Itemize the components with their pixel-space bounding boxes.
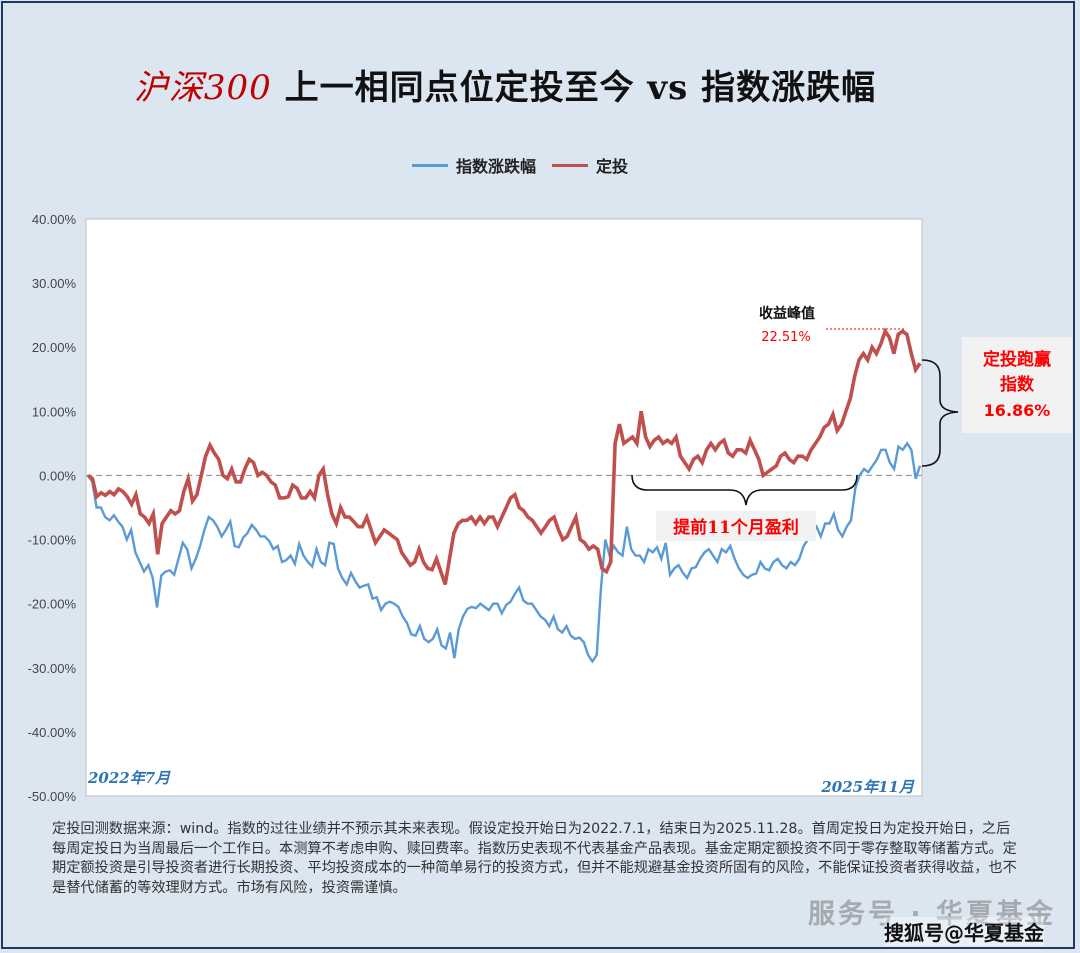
legend-swatch-index bbox=[411, 163, 448, 167]
beat-value: 16.86% bbox=[984, 401, 1051, 420]
beat-box bbox=[962, 337, 1072, 433]
legend-swatch-dca bbox=[552, 163, 588, 167]
y-tick-label: -20.00% bbox=[28, 597, 77, 612]
title-prefix: 沪深300 bbox=[133, 68, 272, 108]
early-profit-box bbox=[656, 511, 816, 541]
beat-brace bbox=[921, 359, 959, 467]
y-tick-label: 40.00% bbox=[32, 212, 77, 227]
y-axis-ticks: 40.00% 30.00% 20.00% 10.00% 0.00% -10.00% -20.… bbox=[28, 212, 77, 804]
watermark-corner: 搜狐号@华夏基金 bbox=[884, 917, 1044, 946]
series-line-dca bbox=[86, 327, 922, 585]
y-tick-label: 30.00% bbox=[32, 276, 77, 291]
watermark: 服务号 · 华夏基金 bbox=[808, 899, 1057, 930]
legend-label-index: 指数涨跌幅 bbox=[455, 157, 536, 176]
y-tick-label: 0.00% bbox=[39, 468, 76, 483]
early-profit-label: 提前11个月盈利 bbox=[673, 517, 799, 538]
x-start-label: 2022年7月 bbox=[87, 769, 171, 787]
footnote: 定投回测数据来源：wind。指数的过往业绩并不预示其未来表现。假设定投开始日为2… bbox=[52, 821, 1017, 896]
legend-item-index: 指数涨跌幅 bbox=[411, 153, 536, 177]
chart-title: 沪深300 上一相同点位定投至今 vs 指数涨跌幅 bbox=[0, 60, 1010, 109]
y-tick-label: 10.00% bbox=[32, 404, 77, 419]
y-tick-label: 20.00% bbox=[32, 340, 77, 355]
legend: 指数涨跌幅 定投 bbox=[0, 153, 1040, 177]
peak-value: 22.51% bbox=[761, 330, 811, 345]
y-tick-label: -50.00% bbox=[28, 789, 77, 804]
plot-area bbox=[85, 218, 923, 797]
x-end-label: 2025年11月 bbox=[820, 778, 915, 796]
legend-label-dca: 定投 bbox=[596, 157, 629, 176]
series-line-index bbox=[86, 441, 922, 664]
y-tick-label: -30.00% bbox=[28, 661, 77, 676]
legend-item-dca: 定投 bbox=[552, 153, 628, 177]
y-tick-label: -10.00% bbox=[28, 533, 77, 548]
beat-line1: 定投跑赢 bbox=[983, 349, 1051, 370]
y-tick-label: -40.00% bbox=[28, 725, 77, 740]
beat-line2: 指数 bbox=[1000, 374, 1035, 395]
early-profit-brace bbox=[631, 474, 858, 506]
title-main: 上一相同点位定投至今 vs 指数涨跌幅 bbox=[284, 68, 877, 108]
peak-label: 收益峰值 bbox=[759, 305, 815, 322]
